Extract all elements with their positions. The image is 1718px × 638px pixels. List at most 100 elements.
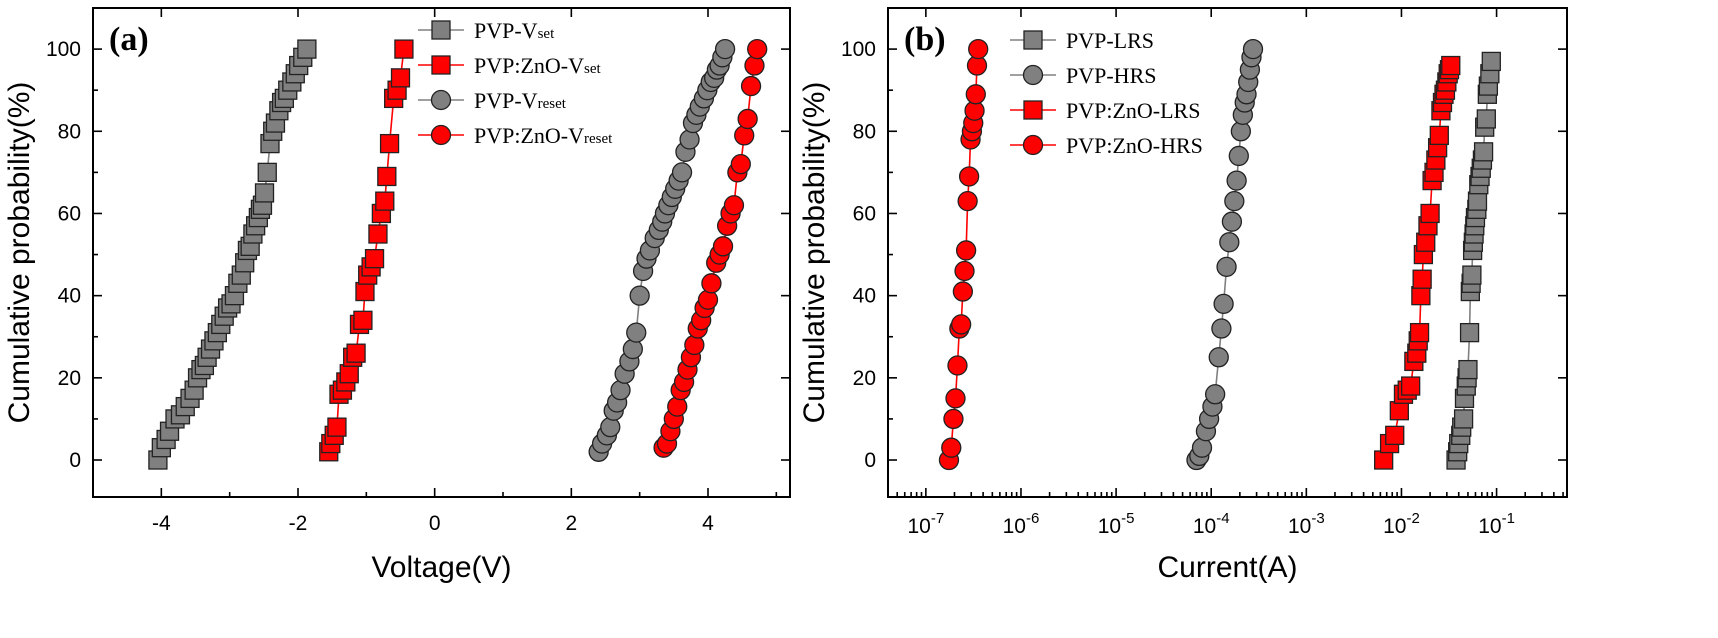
data-point xyxy=(958,166,980,187)
data-point xyxy=(1453,409,1474,429)
data-point xyxy=(671,162,693,183)
data-point xyxy=(1412,269,1432,289)
legend-marker xyxy=(1022,64,1044,86)
data-point xyxy=(730,154,751,175)
data-point xyxy=(1476,109,1496,129)
data-point xyxy=(723,195,745,216)
y-tick-label: 60 xyxy=(58,202,81,225)
y-tick-label: 40 xyxy=(58,285,81,308)
data-point xyxy=(626,322,647,343)
data-point xyxy=(353,310,373,330)
data-point xyxy=(737,108,758,130)
data-point xyxy=(254,183,275,203)
legend-entry-name: PVP:ZnO-V xyxy=(474,123,584,148)
data-point xyxy=(714,38,736,60)
x-tick-label: 10-2 xyxy=(1383,510,1420,538)
series-3 xyxy=(588,38,736,462)
y-tick-label: 100 xyxy=(841,38,876,61)
data-point xyxy=(339,364,359,384)
x-tick-base: 10 xyxy=(1193,515,1216,538)
x-tick-exponent: -7 xyxy=(931,510,944,527)
legend-entry: PVP:ZnO-Vset xyxy=(474,53,602,78)
legend-entry: PVP-Vreset xyxy=(474,88,567,113)
data-point xyxy=(600,416,621,438)
data-point xyxy=(394,39,414,59)
legend-entry: PVP:ZnO-HRS xyxy=(1066,133,1203,158)
data-point xyxy=(1224,190,1245,212)
y-tick-label: 40 xyxy=(853,285,876,308)
x-tick-label: -2 xyxy=(289,512,308,535)
data-point xyxy=(734,125,755,146)
data-point xyxy=(1385,425,1405,446)
data-point xyxy=(952,281,974,302)
legend-entry: PVP:ZnO-LRS xyxy=(1066,98,1200,123)
x-tick-label: 10-6 xyxy=(1003,510,1040,538)
data-point xyxy=(968,38,989,60)
data-point xyxy=(377,166,397,187)
y-tick-label: 80 xyxy=(58,120,81,143)
x-tick-label: 10-4 xyxy=(1193,510,1230,538)
data-point xyxy=(667,396,688,417)
legend-marker xyxy=(431,55,451,75)
legend-entry-subscript: set xyxy=(584,61,601,77)
x-tick-exponent: -6 xyxy=(1026,510,1039,527)
legend-entry: PVP-Vset xyxy=(474,18,555,43)
x-tick-base: 10 xyxy=(1098,515,1121,538)
data-point xyxy=(1205,384,1226,405)
series-2 xyxy=(1186,38,1264,471)
legend-entry-subscript: reset xyxy=(584,131,613,147)
data-point xyxy=(697,289,719,310)
y-tick-label: 80 xyxy=(853,120,876,143)
x-tick-label: 0 xyxy=(429,512,441,535)
data-point xyxy=(1458,359,1478,380)
legend-marker xyxy=(430,124,452,146)
data-point xyxy=(954,260,975,282)
data-point xyxy=(375,191,395,211)
panel-b-axes-frame xyxy=(887,7,1568,498)
data-point xyxy=(1467,191,1488,211)
data-point xyxy=(1459,322,1480,343)
series-4 xyxy=(938,38,989,471)
legend-entry-name: PVP:ZnO-HRS xyxy=(1066,133,1203,158)
panel-a-axes-frame xyxy=(92,7,791,498)
data-point xyxy=(327,417,347,437)
data-point xyxy=(712,236,734,257)
data-point xyxy=(1411,285,1431,306)
x-tick-label: -4 xyxy=(152,512,171,535)
data-point xyxy=(941,437,962,458)
data-point xyxy=(1441,55,1461,76)
y-tick-label: 0 xyxy=(864,449,876,472)
x-tick-label: 10-5 xyxy=(1098,510,1135,538)
panel-b-legend: PVP-LRS PVP-HRS PVP:ZnO-LRS PVP:ZnO-HRS xyxy=(1010,28,1203,158)
data-point xyxy=(740,75,762,97)
y-tick-label: 20 xyxy=(853,367,876,390)
data-point xyxy=(1216,256,1237,278)
data-point xyxy=(1226,170,1247,191)
legend-entry-name: PVP-V xyxy=(474,88,538,113)
data-point xyxy=(1409,322,1430,343)
legend-marker xyxy=(431,20,451,40)
panel-a-x-axis-title: Voltage(V) xyxy=(371,551,511,584)
data-point xyxy=(955,240,977,261)
legend-marker xyxy=(430,89,452,111)
x-tick-exponent: -4 xyxy=(1216,510,1229,527)
y-tick-label: 0 xyxy=(69,449,81,472)
x-tick-base: 10 xyxy=(1288,515,1311,538)
panel-a-y-axis-title: Cumulative probability(%) xyxy=(3,82,36,424)
data-point xyxy=(257,162,277,183)
data-point xyxy=(744,55,765,76)
series-1 xyxy=(148,39,317,470)
y-tick-label: 60 xyxy=(853,202,876,225)
data-point xyxy=(1462,265,1482,285)
x-tick-base: 10 xyxy=(1478,515,1501,538)
data-point xyxy=(965,84,986,105)
data-point xyxy=(346,343,366,363)
data-point xyxy=(355,281,375,302)
x-tick-label: 10-1 xyxy=(1478,510,1515,538)
data-point xyxy=(747,38,768,60)
legend-entry: PVP-HRS xyxy=(1066,63,1156,88)
x-tick-label: 10-3 xyxy=(1288,510,1325,538)
data-point xyxy=(364,249,385,269)
data-point xyxy=(684,334,705,356)
